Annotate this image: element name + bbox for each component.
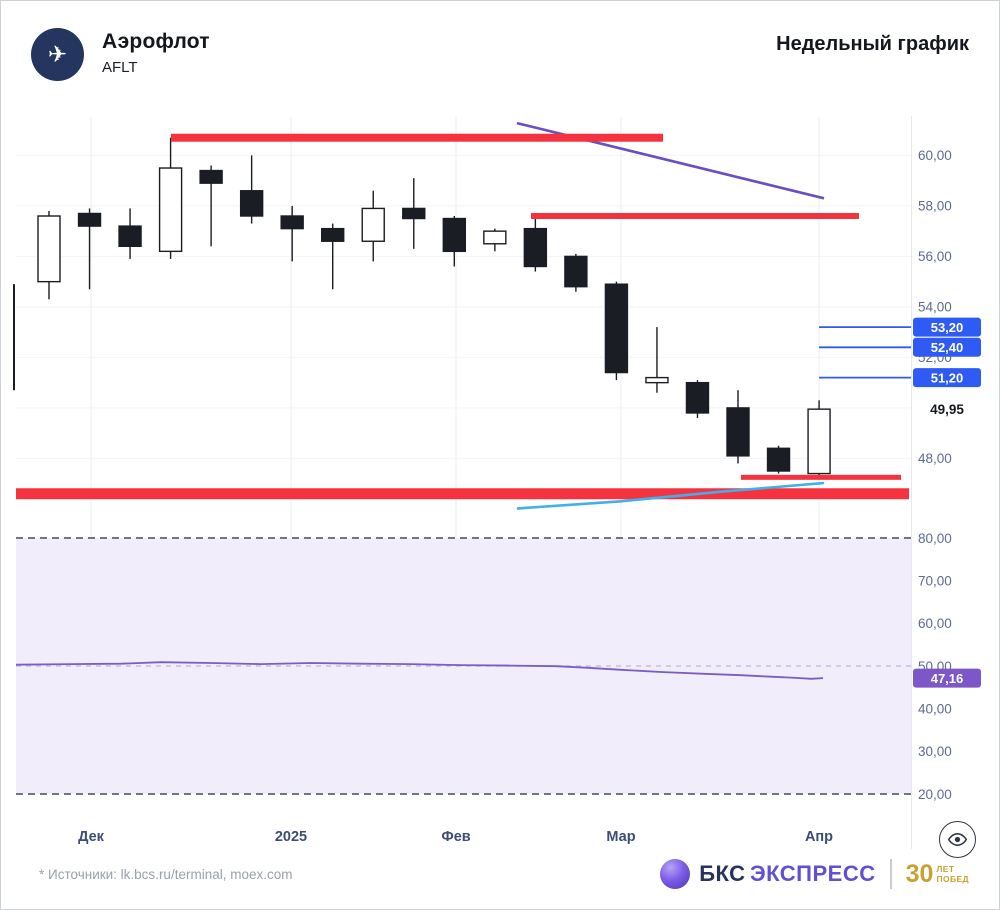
price-level-badge-text: 53,20 [931, 320, 964, 335]
candle-body-down [77, 212, 102, 227]
price-level-badge-text: 52,40 [931, 340, 964, 355]
indicator-value-text: 47,16 [931, 671, 964, 686]
month-label: Дек [78, 829, 105, 845]
resistance-level [16, 488, 909, 500]
brand-wordmark: БКС ЭКСПРЕСС [699, 861, 875, 887]
support-curve [516, 481, 825, 510]
instrument-titles: Аэрофлот AFLT [102, 30, 210, 76]
indicator-axis-label: 50,00 [918, 659, 952, 674]
candle-body-down [564, 255, 588, 288]
trend-line [516, 121, 825, 200]
month-label: Мар [606, 829, 635, 845]
eye-icon [947, 833, 968, 846]
price-axis-label: 52,00 [918, 350, 952, 365]
candle-body-down [766, 447, 791, 472]
candle-body-down [118, 225, 142, 248]
candle-body-down [442, 217, 466, 253]
candle-body-down [321, 227, 345, 242]
logo-divider [889, 859, 892, 889]
indicator-axis-label: 40,00 [918, 701, 952, 716]
candle-body-down [685, 381, 710, 414]
anniversary-let: ЛЕТ [936, 863, 955, 874]
candle-body-down [726, 407, 750, 457]
last-price-badge [913, 399, 981, 419]
express-wordmark: ЭКСПРЕСС [750, 861, 876, 886]
footer: * Источники: lk.bcs.ru/terminal, moex.co… [1, 851, 999, 897]
ticker-label: AFLT [102, 59, 138, 76]
aeroflot-logo: ✈ [31, 28, 84, 81]
company-title: Аэрофлот [102, 30, 210, 53]
indicator-axis-label: 20,00 [918, 787, 952, 802]
resistance-level [531, 213, 859, 219]
indicator-axis-label: 30,00 [918, 744, 952, 759]
candle-body-down [604, 283, 629, 374]
visibility-toggle-button[interactable] [939, 821, 976, 858]
indicator-line [15, 661, 824, 680]
candle-body-down [280, 215, 304, 230]
indicator-axis-label: 60,00 [918, 616, 952, 631]
price-axis-label: 60,00 [918, 148, 952, 163]
candle-body-up [807, 408, 831, 475]
resistance-level [171, 133, 663, 142]
last-price-text: 49,95 [930, 402, 964, 417]
header: ✈ Аэрофлот AFLT Недельный график [1, 1, 999, 96]
bcs-express-logo: БКС ЭКСПРЕСС 30 ЛЕТ ПОБЕД [660, 859, 969, 889]
candle-body-down [523, 227, 548, 268]
plane-icon: ✈ [47, 41, 68, 67]
price-level-badge [913, 337, 981, 357]
anniversary-badge: 30 ЛЕТ ПОБЕД [905, 859, 969, 888]
candle-body-down [239, 190, 264, 217]
price-axis-label: 58,00 [918, 199, 952, 214]
bcs-wordmark: БКС [699, 861, 746, 886]
month-label: Апр [805, 829, 833, 845]
price-axis-label: 56,00 [918, 249, 952, 264]
indicator-value-badge [913, 668, 981, 688]
candle-body-up [645, 376, 669, 384]
candle-body-up [37, 215, 61, 283]
price-level-badge [913, 368, 981, 388]
price-level-badge-text: 51,20 [931, 370, 964, 385]
candle-body-down [402, 207, 426, 220]
month-label: 2025 [275, 829, 307, 845]
candle-body-up [483, 230, 507, 245]
month-label: Фев [441, 829, 470, 845]
indicator-axis-label: 70,00 [918, 573, 952, 588]
candle-body-up [158, 167, 183, 253]
candle-body-down [199, 169, 223, 184]
anniversary-pobed: ПОБЕД [936, 874, 969, 884]
indicator-axis-label: 80,00 [918, 531, 952, 546]
sources-note: * Источники: lk.bcs.ru/terminal, moex.co… [39, 866, 293, 882]
price-level-badge [913, 317, 981, 337]
candle-body-up [361, 207, 385, 242]
resistance-level [741, 474, 901, 480]
anniversary-number: 30 [905, 859, 934, 888]
anniversary-caption: ЛЕТ ПОБЕД [936, 864, 969, 884]
price-axis-label: 54,00 [918, 300, 952, 315]
price-axis-label: 48,00 [918, 451, 952, 466]
chart-period-label: Недельный график [776, 33, 969, 55]
indicator-background [16, 538, 911, 794]
bcs-logo-icon [660, 859, 691, 889]
